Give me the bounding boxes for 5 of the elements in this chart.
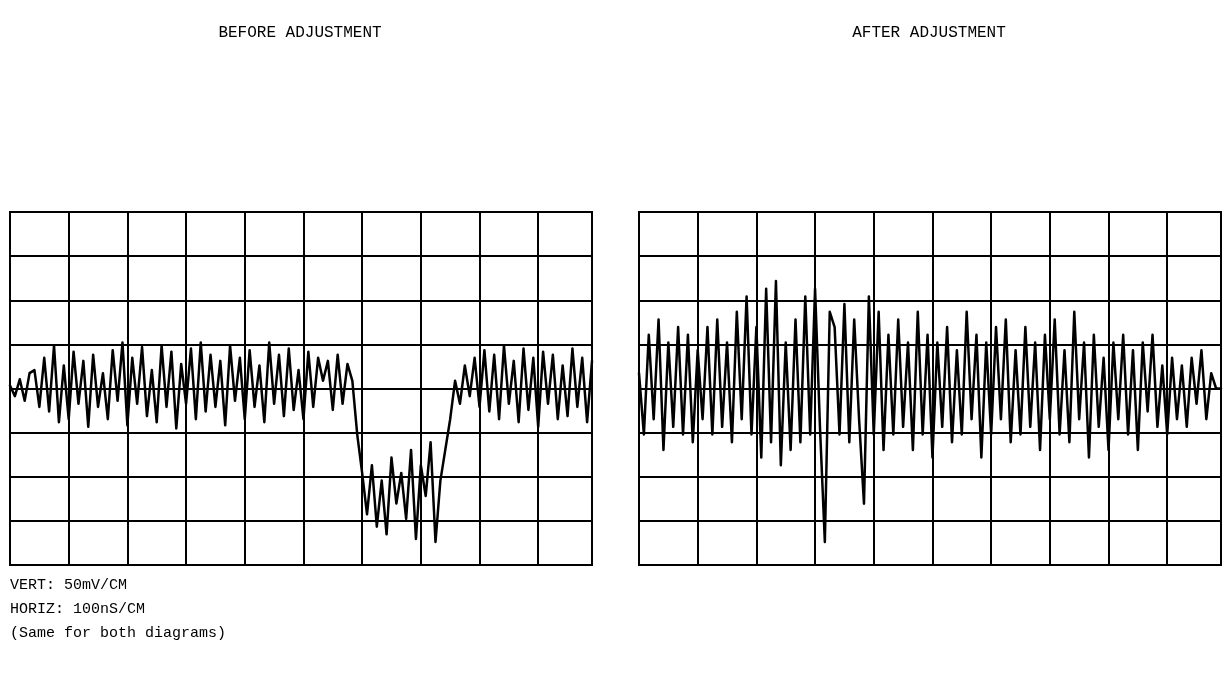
text: HORIZ: 100nS/CM [10, 600, 147, 620]
text: VERT: 50mV/CM [10, 576, 129, 596]
chart-title: BEFORE ADJUSTMENT [218, 24, 382, 42]
chart-title: AFTER ADJUSTMENT [852, 24, 1006, 42]
text: (Same for both diagrams) [10, 624, 227, 644]
